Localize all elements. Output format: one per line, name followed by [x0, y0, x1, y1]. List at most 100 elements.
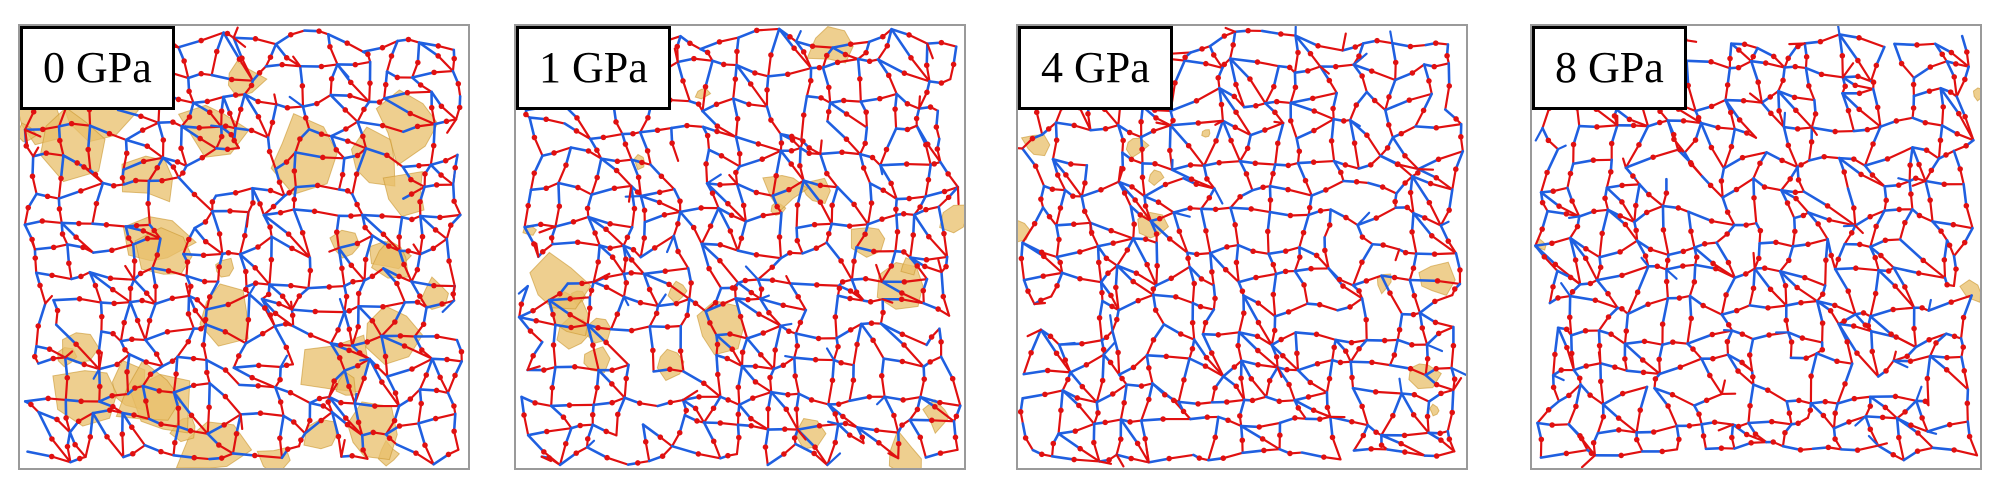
oxygen-atom [1321, 454, 1327, 460]
oxygen-atom [1446, 83, 1453, 89]
oxygen-atom [107, 407, 113, 413]
o-si-bond [923, 265, 943, 274]
si-o-bond [1658, 365, 1682, 376]
oxygen-atom [129, 424, 135, 430]
oxygen-atom [283, 55, 290, 61]
oxygen-atom [1040, 253, 1047, 260]
oxygen-atom [747, 81, 754, 87]
oxygen-atom [1270, 261, 1277, 268]
oxygen-atom [1054, 172, 1061, 178]
bond-stub [1276, 366, 1283, 378]
o-si-bond [347, 385, 356, 405]
oxygen-atom [715, 371, 721, 378]
o-si-bond [726, 357, 744, 368]
si-o-bond [734, 135, 741, 156]
oxygen-atom [1331, 344, 1337, 351]
o-si-bond [218, 232, 224, 256]
o-si-bond [529, 172, 536, 191]
oxygen-atom [574, 115, 580, 121]
o-si-bond [259, 412, 285, 417]
oxygen-atom [362, 256, 369, 263]
oxygen-atom [773, 172, 779, 179]
oxygen-atom [923, 257, 930, 263]
o-si-bond [755, 191, 774, 197]
oxygen-atom [408, 191, 415, 197]
si-o-bond [244, 332, 265, 345]
si-o-bond [238, 253, 257, 270]
oxygen-atom [577, 422, 584, 429]
o-si-bond [1191, 321, 1196, 341]
oxygen-atom [870, 337, 876, 344]
si-o-bond [1688, 294, 1693, 320]
oxygen-atom [106, 130, 113, 137]
si-o-bond [520, 284, 529, 306]
oxygen-atom [530, 307, 536, 314]
bond-stub [292, 55, 302, 68]
oxygen-atom [184, 259, 191, 265]
si-o-bond [52, 297, 81, 302]
oxygen-atom [1109, 391, 1116, 397]
o-si-bond [348, 328, 354, 347]
oxygen-atom [140, 228, 147, 234]
o-si-bond [1649, 248, 1670, 257]
oxygen-atom [603, 284, 610, 291]
o-si-bond [729, 229, 739, 252]
oxygen-atom [1670, 131, 1677, 138]
o-si-bond [1550, 236, 1572, 245]
si-o-bond [397, 215, 404, 239]
void-blob [922, 399, 950, 435]
oxygen-atom [674, 43, 681, 50]
o-si-bond [826, 441, 837, 467]
oxygen-atom [594, 147, 600, 153]
o-si-bond [747, 103, 769, 108]
o-si-bond [406, 90, 433, 94]
oxygen-atom [1228, 137, 1234, 144]
oxygen-atom [707, 320, 713, 326]
o-si-bond [1863, 142, 1875, 167]
si-o-bond [298, 64, 304, 88]
o-si-bond [671, 142, 680, 162]
si-o-bond [796, 424, 821, 431]
bond-stub [1560, 282, 1572, 298]
oxygen-atom [1353, 102, 1360, 108]
si-o-bond [355, 147, 368, 176]
o-si-bond [385, 154, 404, 169]
o-si-bond [605, 341, 630, 367]
oxygen-atom [797, 319, 804, 326]
oxygen-atom [1326, 222, 1333, 228]
oxygen-atom [1130, 364, 1137, 371]
oxygen-atom [143, 359, 149, 365]
o-si-bond [852, 203, 870, 226]
o-si-bond [1854, 267, 1880, 272]
oxygen-atom [878, 373, 885, 379]
oxygen-atom [1071, 221, 1077, 227]
si-o-bond [880, 280, 904, 295]
oxygen-atom [434, 333, 440, 340]
oxygen-atom [1248, 206, 1254, 212]
o-si-bond [1261, 437, 1281, 451]
oxygen-atom [1433, 125, 1440, 131]
si-o-bond [1606, 208, 1627, 226]
si-o-bond [1061, 389, 1081, 407]
oxygen-atom [680, 78, 686, 84]
si-o-bond [238, 245, 260, 256]
o-si-bond [363, 258, 367, 282]
oxygen-atom [1570, 141, 1577, 148]
oxygen-atom [1212, 434, 1219, 441]
oxygen-atom [417, 199, 423, 205]
oxygen-atom [252, 280, 259, 286]
oxygen-atom [1180, 408, 1187, 415]
oxygen-atom [843, 136, 850, 142]
o-si-bond [1145, 338, 1155, 357]
oxygen-atom [1750, 53, 1756, 60]
oxygen-atom [1386, 94, 1392, 100]
o-si-bond [328, 45, 339, 66]
o-si-bond [523, 204, 530, 229]
si-o-bond [343, 310, 351, 331]
bond-stub [279, 354, 289, 369]
oxygen-atom [1856, 90, 1863, 97]
o-si-bond [1436, 279, 1462, 286]
o-si-bond [409, 112, 436, 126]
o-si-bond [751, 390, 773, 400]
oxygen-atom [713, 101, 720, 108]
